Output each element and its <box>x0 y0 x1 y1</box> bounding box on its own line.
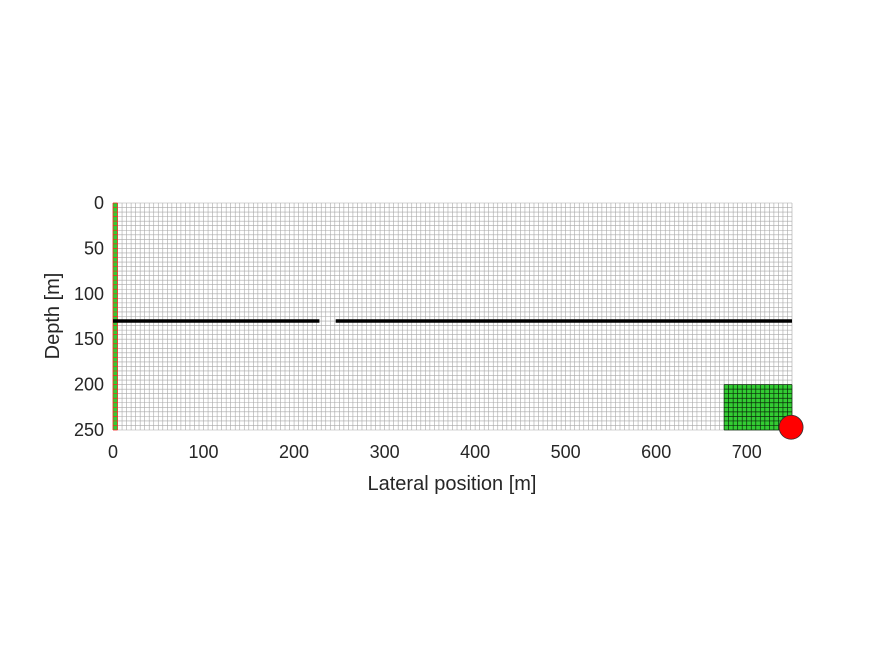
region-grid <box>723 384 793 431</box>
region-grid <box>112 202 118 431</box>
x-tick-label: 400 <box>460 442 490 462</box>
y-tick-label: 100 <box>74 284 104 304</box>
x-tick-label: 0 <box>108 442 118 462</box>
plot-area <box>112 202 804 440</box>
y-tick-label: 150 <box>74 329 104 349</box>
x-tick-label: 500 <box>551 442 581 462</box>
region-left-column <box>112 202 118 431</box>
y-tick-label: 250 <box>74 420 104 440</box>
y-tick-label: 200 <box>74 375 104 395</box>
y-tick-label: 50 <box>84 238 104 258</box>
y-axis-label: Depth [m] <box>42 273 64 360</box>
x-tick-label: 200 <box>279 442 309 462</box>
red-marker <box>778 414 804 440</box>
x-tick-label: 600 <box>641 442 671 462</box>
x-tick-label: 100 <box>189 442 219 462</box>
x-axis-label: Lateral position [m] <box>368 473 537 495</box>
x-tick-label: 700 <box>732 442 762 462</box>
x-tick-label: 300 <box>370 442 400 462</box>
axis-ticks: 0 100 200 300 400 500 600 700 0 50 100 150 200 250 <box>74 193 762 462</box>
y-tick-label: 0 <box>94 193 104 213</box>
